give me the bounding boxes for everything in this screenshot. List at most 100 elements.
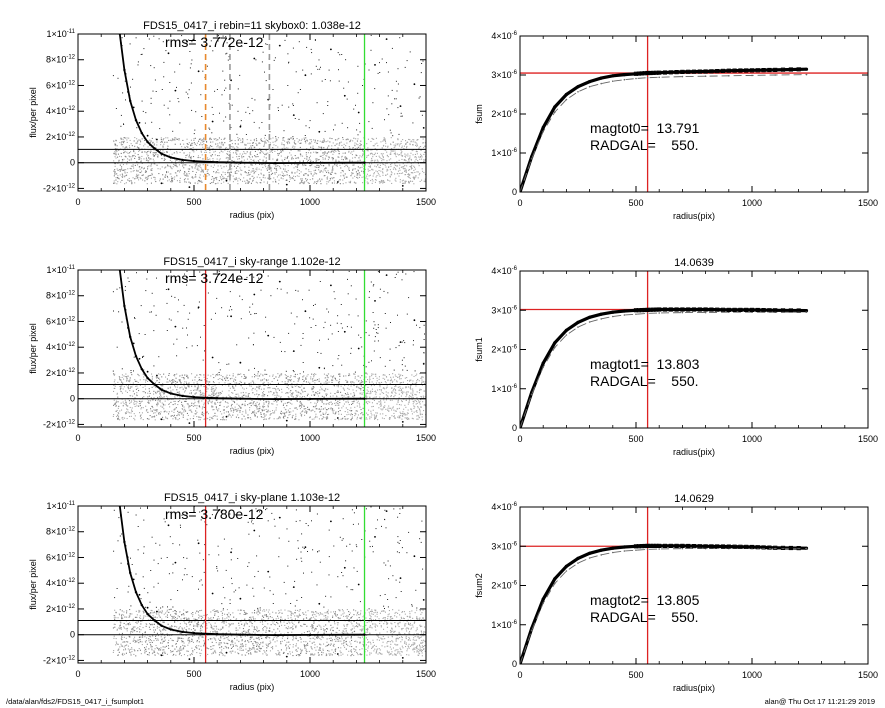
y-tick-label: 2×10-12 (46, 604, 76, 614)
footer-timestamp: alan@ Thu Oct 17 11:21:29 2019 (764, 697, 875, 706)
scatter-point-17 (267, 570, 270, 573)
profile-point-11 (192, 159, 196, 163)
series-dashed-point-19 (805, 547, 808, 550)
scatter-point-10 (186, 276, 188, 279)
series-thick-point-5 (564, 328, 569, 332)
x-tick-label: 1000 (742, 434, 762, 444)
profile-point-13 (239, 397, 242, 400)
scatter-point-11 (197, 70, 200, 73)
series-thick-point-16 (727, 308, 731, 312)
profile-point-12 (216, 633, 219, 636)
series-dashed-point-9 (612, 80, 614, 82)
y-tick-label: 6×10-12 (46, 552, 76, 562)
scatter-point-13 (218, 509, 221, 511)
series-thick-point-18 (773, 308, 777, 312)
series-dashed-point-14 (681, 311, 684, 314)
annotation-1: rms= 3.780e-12 (165, 506, 264, 522)
series-dashed-point-8 (600, 318, 602, 320)
scatter-point-24 (357, 583, 360, 586)
profile-point-3 (129, 571, 132, 575)
y-axis-label: fsum1 (474, 337, 484, 362)
scatter-point-29 (422, 599, 425, 601)
series-dashed-point-12 (646, 312, 649, 315)
profile-point-6 (146, 376, 149, 380)
chart-title: FDS15_0417_i rebin=11 skybox0: 1.038e-12 (143, 20, 361, 32)
series-thick-point-17 (750, 308, 754, 312)
series-thick-point-14 (680, 70, 685, 74)
series-dashed-point-5 (565, 98, 568, 101)
profile-point-8 (160, 152, 163, 155)
y-tick-label: 3×10-6 (491, 305, 517, 315)
profile-point-6 (146, 612, 149, 616)
x-axis-label: radius(pix) (673, 447, 715, 457)
x-tick-label: 0 (75, 197, 80, 207)
series-thick-point-9 (611, 310, 615, 314)
series-thick-point-17 (750, 545, 754, 549)
y-axis-label: flux/per pixel (28, 559, 38, 610)
y-tick-label: 3×10-6 (491, 70, 517, 80)
scatter-point-6 (146, 606, 149, 609)
scatter-point-6 (146, 370, 149, 373)
scatter-point-24 (357, 111, 360, 114)
scatter-point-9 (174, 325, 177, 328)
profile-point-2 (123, 304, 126, 308)
scatter-point-16 (253, 529, 256, 532)
scatter-point-24 (357, 347, 360, 350)
series-thick-point-8 (599, 76, 603, 80)
series-dashed-point-5 (565, 334, 568, 336)
scatter-point-35 (401, 421, 404, 423)
x-tick-label: 500 (628, 198, 643, 208)
profile-point-8 (160, 624, 163, 627)
scatter-point-11 (197, 306, 200, 309)
profile-point-4 (134, 119, 138, 122)
series-dashed-point-10 (623, 78, 626, 81)
series-dashed-point-7 (588, 85, 591, 88)
plot-area (520, 507, 809, 664)
plot-frame (519, 35, 869, 193)
panel-4: 0 500 1000 1500 0 1×10-6 2×10-6 3×10-6 4×10-6 rad… (474, 257, 878, 457)
y-tick-label: 4×10-12 (46, 578, 76, 588)
plot-frame (519, 270, 869, 429)
x-tick-label: 0 (75, 669, 80, 679)
annotation-1: magtot0= 13.791 (590, 120, 700, 136)
series-thick-point-10 (622, 545, 627, 549)
scatter-point-25 (374, 64, 376, 66)
series-thick-point-3 (541, 126, 545, 130)
profile-point-3 (129, 99, 132, 103)
series-dashed-point-8 (600, 554, 602, 556)
series-dashed-point-18 (774, 74, 776, 76)
series-thick-point-16 (727, 545, 731, 549)
scatter-point-12 (211, 592, 214, 595)
series-thick-point-18 (773, 68, 777, 72)
scatter-point-10 (186, 40, 188, 43)
scatter-point-18 (278, 280, 281, 283)
series-dashed-point-13 (658, 548, 660, 550)
y-tick-label: 8×10-12 (46, 55, 76, 65)
profile-point-5 (140, 367, 143, 371)
profile-point-12 (216, 161, 219, 164)
y-axis-label: flux/per pixel (28, 87, 38, 138)
plot-frame (519, 506, 869, 665)
y-tick-label: 1×10-6 (491, 384, 517, 394)
scatter-point-21 (318, 602, 321, 605)
scatter-point-7 (156, 374, 158, 377)
y-tick-label: 6×10-12 (46, 316, 76, 326)
scatter-point-4 (132, 342, 135, 345)
y-tick-label: -2×10-12 (43, 183, 76, 193)
scatter-point-27 (399, 577, 402, 579)
plot-area (78, 506, 426, 663)
x-tick-label: 0 (517, 198, 522, 208)
y-tick-label: 4×10-6 (491, 502, 517, 512)
scatter-point-27 (399, 105, 402, 107)
series-dashed-point-4 (554, 582, 556, 585)
scatter-point-17 (267, 334, 270, 337)
profile-point-10 (181, 630, 184, 634)
profile-point-9 (169, 392, 172, 395)
scatter-point-23 (343, 94, 346, 97)
series-dashed-point-4 (554, 111, 556, 113)
series-thick-point-13 (657, 544, 661, 548)
x-tick-label: 0 (517, 434, 522, 444)
scatter-point-27 (399, 341, 402, 343)
scatter-point-35 (401, 657, 404, 659)
series-thick-point-8 (599, 548, 603, 552)
